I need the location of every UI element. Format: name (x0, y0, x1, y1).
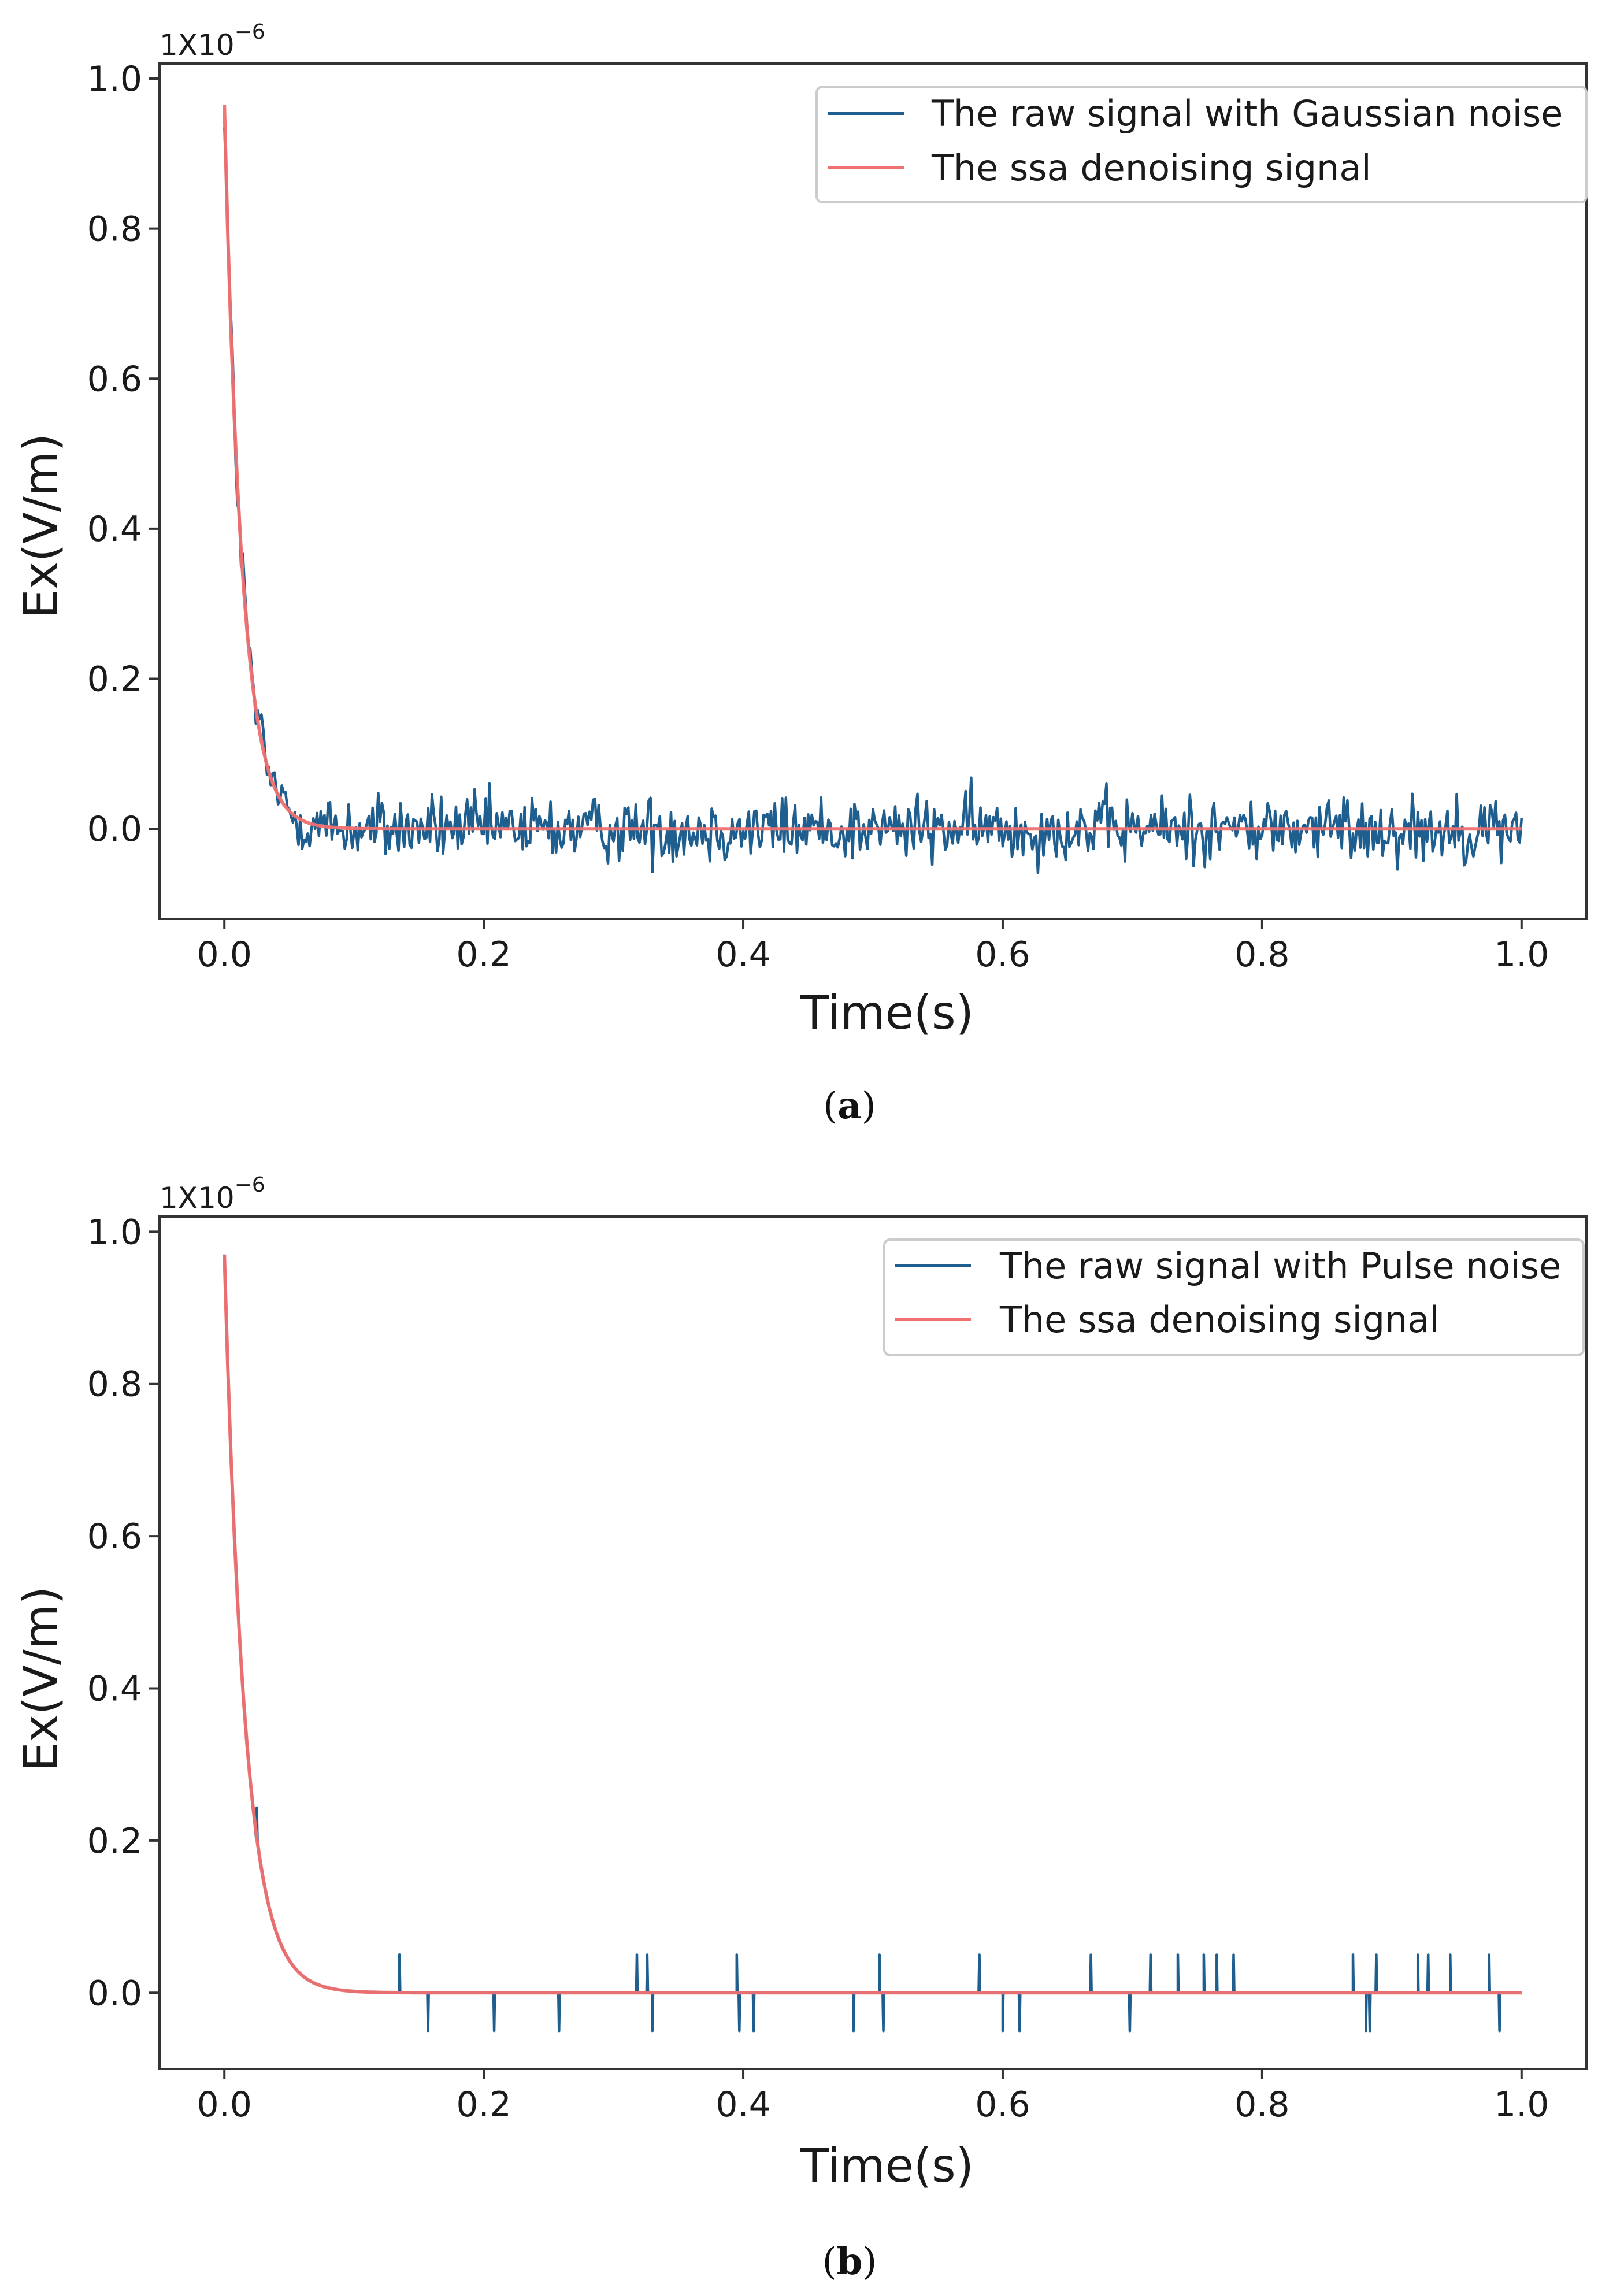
y-tick-label: 0.0 (87, 809, 142, 850)
y-axis-title-a: Ex(V/m) (14, 433, 68, 618)
x-axis-title-a: Time(s) (800, 986, 974, 1040)
legend-label-raw-b: The raw signal with Pulse noise (999, 1245, 1561, 1287)
y-multiplier-a: 1X10−6 (160, 20, 265, 62)
y-multiplier-b: 1X10−6 (160, 1173, 265, 1215)
panel-b: 1X10−6 0.0 0.2 0.4 0.6 0.8 1.0 0.0 0.2 0.4 0.6 0.8… (14, 1173, 1588, 2283)
legend-label-ssa-a: The ssa denoising signal (931, 147, 1371, 189)
x-tick-label: 0.8 (1234, 934, 1289, 975)
series-ssa-line (223, 105, 1522, 831)
plot-area-a: 0.0 0.2 0.4 0.6 0.8 1.0 0.0 0.2 0.4 0.6 0.8 1.0 (87, 59, 1588, 975)
y-tick-label: 0.6 (87, 359, 142, 399)
axes-frame (158, 1215, 1588, 2070)
legend-label-ssa-b: The ssa denoising signal (999, 1299, 1440, 1341)
caption-a: (a) (823, 1084, 876, 1128)
legend-a: The raw signal with Gaussian noise The s… (815, 86, 1588, 203)
x-tick-label: 0.2 (456, 934, 511, 975)
panel-a: 1X10−6 0.0 0.2 0.4 0.6 0.8 1.0 0.0 0.2 0.4 0.6 0.8… (14, 20, 1588, 1128)
y-tick-label: 0.4 (87, 509, 142, 550)
x-tick-label: 0.4 (715, 2085, 770, 2125)
y-tick-label: 0.6 (87, 1516, 142, 1557)
x-tick-label: 1.0 (1494, 2085, 1549, 2125)
legend-box-b (883, 1238, 1585, 1356)
y-tick-label: 0.4 (87, 1669, 142, 1709)
x-tick-label: 0.0 (197, 2085, 252, 2125)
x-tick-label: 0.0 (197, 934, 252, 975)
y-tick-label: 0.2 (87, 659, 142, 700)
y-tick-label: 0.8 (87, 1364, 142, 1405)
x-tick-label: 0.6 (975, 934, 1030, 975)
y-tick-label: 1.0 (87, 1212, 142, 1252)
plot-area-b: 0.0 0.2 0.4 0.6 0.8 1.0 0.0 0.2 0.4 0.6 0.8 1.0 (87, 1212, 1588, 2125)
y-tick-label: 0.2 (87, 1821, 142, 1861)
x-tick-label: 0.8 (1234, 2085, 1289, 2125)
x-axis-title-b: Time(s) (800, 2139, 974, 2193)
y-tick-label: 0.0 (87, 1973, 142, 2013)
y-axis-title-b: Ex(V/m) (14, 1586, 68, 1771)
axes-frame (158, 62, 1588, 920)
caption-b: (b) (822, 2240, 877, 2283)
x-tick-label: 1.0 (1494, 934, 1549, 975)
series-ssa-line (223, 1254, 1522, 1995)
legend-label-raw-a: The raw signal with Gaussian noise (931, 92, 1563, 135)
x-tick-label: 0.2 (456, 2085, 511, 2125)
y-tick-label: 1.0 (87, 59, 142, 99)
x-tick-label: 0.4 (715, 934, 770, 975)
legend-box-a (815, 86, 1588, 203)
y-tick-label: 0.8 (87, 209, 142, 250)
legend-b: The raw signal with Pulse noise The ssa … (883, 1238, 1585, 1356)
x-tick-label: 0.6 (975, 2085, 1030, 2125)
